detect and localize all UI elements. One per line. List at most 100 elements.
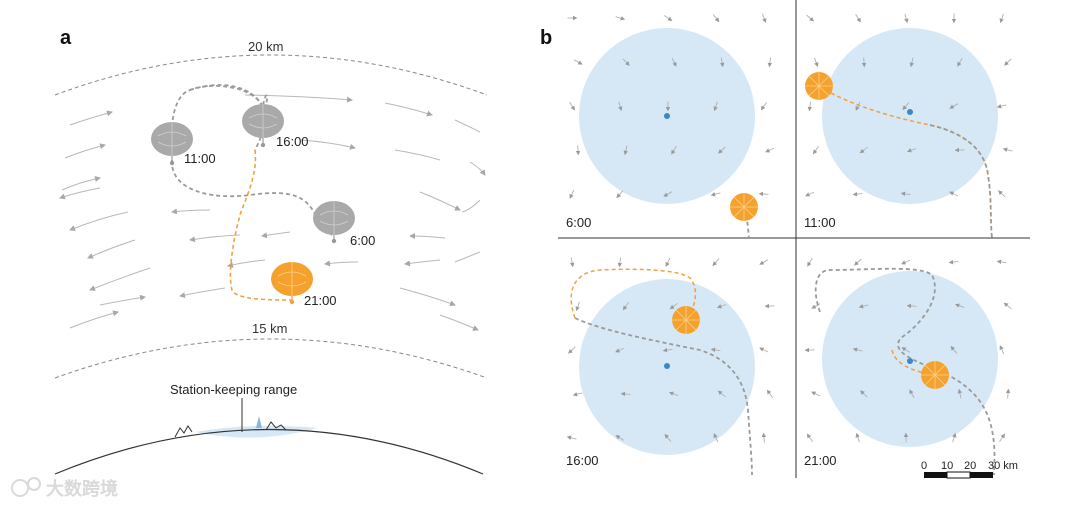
wind-arrow bbox=[813, 57, 819, 68]
wind-arrow bbox=[615, 347, 625, 353]
wind-arrow bbox=[759, 259, 769, 265]
balloon-21-00 bbox=[271, 262, 313, 305]
time-label-b-16: 16:00 bbox=[566, 453, 599, 468]
wind-arrow bbox=[855, 432, 860, 443]
wind-arrow bbox=[568, 346, 576, 354]
wind-arrow bbox=[949, 103, 959, 109]
wind-arrow bbox=[900, 191, 911, 197]
wind-arrow bbox=[668, 391, 679, 397]
time-label-b-11: 11:00 bbox=[804, 215, 836, 230]
trajectory-orange bbox=[229, 149, 293, 301]
wind-arrow bbox=[904, 13, 909, 24]
wind-arrow bbox=[569, 101, 575, 111]
wind-arrow bbox=[663, 191, 673, 197]
altitude-label-bottom: 15 km bbox=[252, 321, 287, 336]
panel-b-letter: b bbox=[540, 27, 552, 49]
traj-b-21-orange bbox=[891, 349, 936, 376]
ground-station-icon bbox=[256, 416, 262, 428]
wind-arrow bbox=[671, 57, 677, 67]
range-circle-11 bbox=[822, 28, 998, 204]
wind-arrow bbox=[759, 347, 769, 353]
balloon-6-00 bbox=[313, 201, 355, 244]
wind-arrow bbox=[957, 57, 963, 67]
traj-b-11 bbox=[818, 85, 993, 239]
wind-arrow bbox=[712, 258, 720, 267]
wind-arrow bbox=[664, 433, 672, 442]
wind-arrow bbox=[712, 14, 720, 23]
wind-arrow bbox=[952, 432, 957, 443]
wind-arrow bbox=[901, 259, 911, 265]
traj-b-16-orange bbox=[570, 268, 697, 321]
time-label-b-6: 6:00 bbox=[566, 215, 591, 230]
balloon-11-00 bbox=[151, 122, 193, 166]
panel-b: b bbox=[540, 0, 1030, 479]
wind-arrow bbox=[761, 432, 767, 443]
wind-arrow bbox=[569, 189, 575, 199]
wind-arrow bbox=[623, 145, 628, 156]
wind-arrow bbox=[852, 191, 863, 197]
scale-tick-20: 20 bbox=[964, 460, 976, 472]
wind-arrow bbox=[852, 347, 863, 352]
station-keeping-range bbox=[195, 425, 318, 438]
wind-arrow bbox=[719, 57, 725, 68]
time-label-a-6: 6:00 bbox=[350, 233, 375, 248]
wind-arrow bbox=[1004, 58, 1012, 66]
wind-arrow bbox=[949, 191, 959, 197]
wind-arrow bbox=[669, 302, 678, 310]
wind-arrow bbox=[996, 104, 1007, 109]
altitude-arc-15km bbox=[54, 338, 488, 379]
center-dot-11 bbox=[907, 109, 913, 115]
earth-surface bbox=[54, 428, 484, 475]
wind-arrow bbox=[662, 347, 673, 353]
wind-arrow bbox=[901, 347, 911, 353]
wind-arrow bbox=[569, 257, 575, 268]
wind-streamlines bbox=[59, 94, 486, 331]
wind-arrow bbox=[858, 304, 869, 309]
time-label-a-21: 21:00 bbox=[304, 293, 337, 308]
panel-a-letter: a bbox=[60, 27, 72, 49]
wind-arrow bbox=[716, 304, 727, 309]
wind-arrow bbox=[954, 303, 965, 309]
wind-arrow bbox=[758, 191, 769, 197]
wind-arrow bbox=[618, 101, 623, 112]
watermark: 大数跨境 bbox=[11, 477, 118, 499]
mountain-left bbox=[174, 425, 193, 438]
wind-arrow bbox=[766, 389, 773, 398]
wind-arrow bbox=[615, 435, 625, 441]
wind-arrow bbox=[1003, 302, 1012, 310]
wind-arrow bbox=[575, 301, 580, 312]
balloon-top-6 bbox=[730, 193, 758, 221]
wind-arrow bbox=[575, 145, 581, 156]
wind-arrow bbox=[909, 389, 915, 399]
wind-arrow bbox=[855, 13, 861, 23]
wind-arrow bbox=[806, 14, 815, 22]
balloon-top-16 bbox=[672, 306, 700, 334]
balloon-top-11 bbox=[805, 72, 833, 100]
wind-arrow bbox=[622, 58, 630, 66]
wind-arrow bbox=[761, 13, 767, 24]
altitude-label-top: 20 km bbox=[248, 39, 283, 54]
wind-arrow bbox=[616, 190, 624, 199]
wind-arrow bbox=[572, 392, 583, 397]
wind-arrow bbox=[718, 146, 726, 154]
wind-arrow bbox=[996, 259, 1007, 265]
wind-arrow bbox=[906, 148, 917, 153]
balloon-16-00 bbox=[242, 104, 284, 148]
wind-arrow bbox=[717, 390, 726, 398]
wind-arrow bbox=[859, 146, 868, 154]
wind-arrow bbox=[854, 258, 862, 266]
scale-tick-30: 30 km bbox=[988, 460, 1018, 472]
wind-arrow bbox=[615, 16, 626, 21]
time-label-b-21: 21:00 bbox=[804, 453, 837, 468]
wind-arrow bbox=[622, 302, 629, 311]
station-keeping-label: Station-keeping range bbox=[170, 382, 297, 397]
wind-arrow bbox=[861, 57, 867, 68]
wind-arrow bbox=[906, 303, 917, 309]
wind-arrow bbox=[760, 102, 767, 111]
wind-arrow bbox=[806, 433, 813, 442]
center-dot-6 bbox=[664, 113, 670, 119]
wind-arrow bbox=[999, 345, 1005, 355]
wind-arrow bbox=[767, 57, 773, 68]
wind-arrow bbox=[765, 147, 775, 153]
wind-arrow bbox=[811, 391, 821, 397]
